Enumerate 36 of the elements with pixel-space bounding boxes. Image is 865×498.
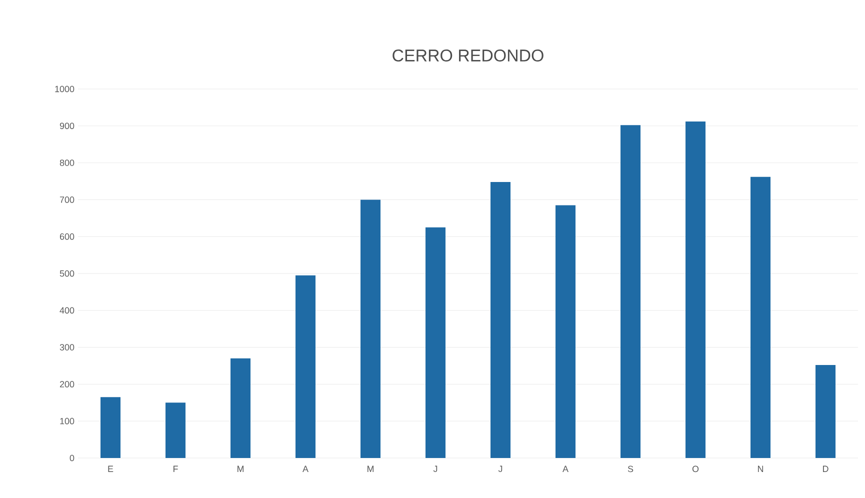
bar	[230, 358, 251, 458]
bar	[620, 125, 641, 458]
bar	[166, 402, 186, 458]
x-tick-label: M	[238, 466, 244, 472]
bar	[426, 227, 446, 458]
x-tick-label: J	[433, 466, 438, 472]
bar	[360, 200, 381, 458]
y-tick-label: 900	[60, 122, 74, 130]
x-tick-label: J	[498, 466, 502, 472]
bar	[556, 205, 576, 458]
x-tick-label: S	[628, 466, 634, 472]
y-tick-label: 400	[60, 307, 74, 314]
y-tick-label: 800	[60, 160, 74, 166]
x-tick-label: A	[302, 466, 308, 472]
y-tick-label: 100	[60, 418, 74, 424]
bar	[100, 397, 120, 458]
y-tick-label: 300	[60, 344, 74, 350]
bar	[490, 182, 511, 458]
bar	[750, 176, 771, 458]
x-tick-label: O	[692, 466, 699, 472]
y-tick-label: 0	[70, 454, 74, 462]
y-tick-label: 700	[60, 196, 74, 203]
x-tick-label: M	[368, 466, 374, 472]
x-tick-label: A	[562, 466, 568, 472]
x-tick-label: F	[174, 466, 178, 472]
y-tick-label: 1000	[55, 86, 74, 92]
y-tick-label: 600	[60, 233, 74, 240]
bar	[296, 275, 316, 458]
chart-title: CERRO REDONDO	[392, 50, 544, 62]
bar	[686, 121, 706, 458]
x-tick-label: D	[823, 466, 828, 472]
y-tick-label: 500	[60, 270, 74, 277]
bar	[816, 365, 836, 458]
x-tick-label: E	[108, 466, 114, 472]
y-tick-label: 200	[60, 381, 74, 388]
x-tick-label: N	[758, 466, 764, 472]
